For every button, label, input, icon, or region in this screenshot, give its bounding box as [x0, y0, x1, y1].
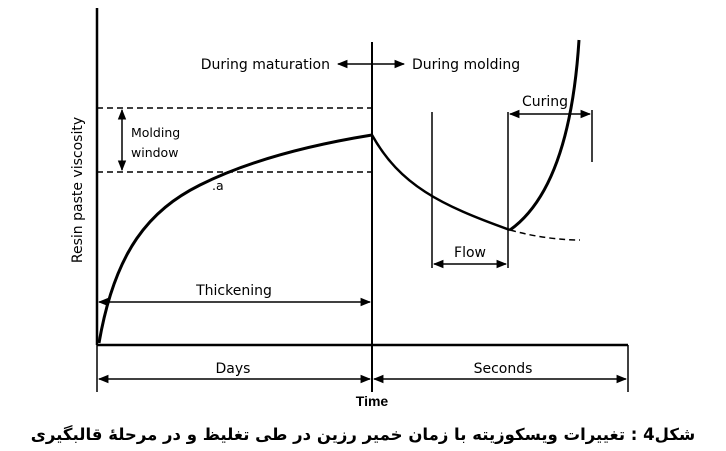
y-axis-label: Resin paste viscosity [70, 117, 86, 263]
phase-left-label: During maturation [201, 57, 330, 73]
flow-label: Flow [454, 245, 486, 261]
phase-right-label: During molding [412, 57, 520, 73]
point-mark: .a [212, 178, 224, 193]
days-label: Days [216, 361, 251, 377]
thickening-label: Thickening [195, 283, 272, 299]
viscosity-diagram: Resin paste viscosity During maturation … [70, 8, 629, 409]
figure-caption: شكل4 : تغييرات ويسكوزيته با زمان خمير رز… [30, 425, 696, 444]
molding-window-label-line2: window [131, 145, 178, 160]
curing-curve [509, 39, 581, 232]
x-axis-label: Time [356, 393, 389, 409]
curing-label: Curing [522, 94, 568, 110]
seconds-label: Seconds [474, 361, 533, 377]
molding-window-label-line1: Molding [131, 125, 180, 140]
viscosity-continuation-dashed [509, 229, 581, 241]
thickening-curve [97, 133, 373, 344]
molding-curve [370, 134, 511, 232]
